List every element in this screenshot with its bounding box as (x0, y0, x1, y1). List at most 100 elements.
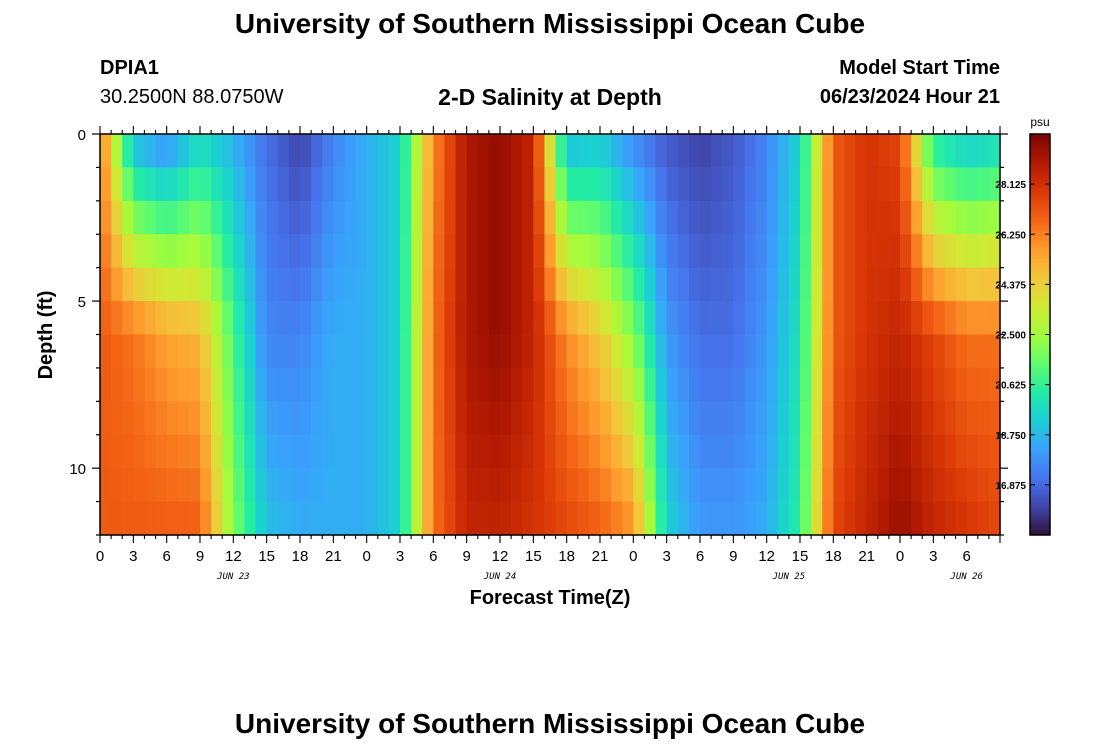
heatmap-cell (600, 134, 612, 169)
heatmap-cell (788, 434, 801, 469)
heatmap-cell (155, 501, 168, 536)
heatmap-cell (611, 434, 623, 469)
heatmap-cell (277, 401, 290, 436)
heatmap-cell (255, 134, 268, 169)
heatmap-cell (266, 234, 279, 269)
page-title: University of Southern Mississippi Ocean… (234, 8, 866, 39)
heatmap-cell (533, 468, 546, 503)
heatmap-cell (122, 301, 134, 336)
heatmap-cell (455, 334, 468, 369)
heatmap-cell (622, 501, 634, 536)
heatmap-cell (300, 468, 312, 503)
heatmap-cell (155, 234, 168, 269)
heatmap-cell (211, 200, 223, 235)
heatmap-cell (122, 167, 134, 202)
heatmap-cell (577, 301, 590, 336)
heatmap-cell (300, 367, 312, 402)
heatmap-cell (533, 200, 546, 235)
heatmap-cell (577, 434, 590, 469)
heatmap-cell (388, 501, 401, 536)
heatmap-cell (944, 401, 957, 436)
heatmap-cell (211, 301, 223, 336)
heatmap-cell (922, 134, 934, 169)
heatmap-cell (300, 334, 312, 369)
heatmap-cell (366, 367, 379, 402)
heatmap-cell (866, 134, 879, 169)
heatmap-cell (466, 434, 479, 469)
heatmap-cell (422, 434, 434, 469)
heatmap-cell (555, 501, 568, 536)
heatmap-cell (844, 167, 857, 202)
heatmap-cell (877, 367, 890, 402)
heatmap-cell (600, 434, 612, 469)
heatmap-cell (888, 434, 901, 469)
heatmap-cell (844, 200, 857, 235)
colorbar-tick-label: 18.750 (995, 431, 1026, 442)
heatmap-cell (588, 367, 601, 402)
heatmap-cell (844, 501, 857, 536)
heatmap-cell (177, 334, 190, 369)
heatmap-cell (122, 200, 134, 235)
heatmap-cell (900, 468, 912, 503)
heatmap-cell (577, 468, 590, 503)
heatmap-cell (344, 134, 357, 169)
heatmap-cell (844, 301, 857, 336)
station-id: DPIA1 (100, 57, 159, 79)
heatmap-cell (522, 267, 534, 302)
heatmap-cell (922, 200, 934, 235)
heatmap-cell (366, 434, 379, 469)
heatmap-cell (177, 434, 190, 469)
heatmap-cell (988, 134, 1001, 169)
heatmap-cell (422, 234, 434, 269)
heatmap-cell (466, 501, 479, 536)
heatmap-cell (444, 267, 457, 302)
heatmap-cell (966, 401, 979, 436)
heatmap-cell (111, 200, 123, 235)
heatmap-cell (866, 301, 879, 336)
heatmap-cell (733, 501, 746, 536)
heatmap-cell (344, 501, 357, 536)
heatmap-cell (988, 200, 1001, 235)
heatmap-cell (222, 234, 234, 269)
heatmap-cell (344, 200, 357, 235)
heatmap-cell (522, 301, 534, 336)
heatmap-cell (488, 468, 501, 503)
heatmap-cell (600, 367, 612, 402)
heatmap-cell (144, 267, 157, 302)
heatmap-cell (866, 200, 879, 235)
heatmap-cell (955, 200, 968, 235)
heatmap-cell (388, 134, 401, 169)
heatmap-cell (244, 367, 257, 402)
heatmap-cell (966, 501, 979, 536)
heatmap-cell (855, 334, 868, 369)
heatmap-cell (277, 134, 290, 169)
heatmap-cell (277, 167, 290, 202)
heatmap-cell (388, 401, 401, 436)
x-tick-label: 3 (662, 548, 670, 565)
heatmap-cell (866, 167, 879, 202)
heatmap-cell (366, 468, 379, 503)
heatmap-cell (888, 200, 901, 235)
heatmap-cell (800, 200, 812, 235)
heatmap-cell (211, 234, 223, 269)
heatmap-cell (988, 267, 1001, 302)
heatmap-cell (944, 234, 957, 269)
heatmap-cell (788, 134, 801, 169)
heatmap-cell (888, 167, 901, 202)
heatmap-cell (188, 167, 201, 202)
heatmap-cell (666, 501, 679, 536)
heatmap-cell (766, 334, 779, 369)
heatmap-cell (788, 167, 801, 202)
heatmap-cell (400, 334, 412, 369)
heatmap-cell (333, 167, 346, 202)
heatmap-cell (400, 200, 412, 235)
heatmap-cell (977, 501, 990, 536)
heatmap-cell (777, 367, 790, 402)
heatmap-cell (933, 401, 946, 436)
heatmap-cell (200, 200, 212, 235)
heatmap-cell (677, 501, 690, 536)
heatmap-cell (166, 234, 179, 269)
heatmap-cell (111, 434, 123, 469)
heatmap-cell (266, 134, 279, 169)
heatmap-cell (488, 334, 501, 369)
